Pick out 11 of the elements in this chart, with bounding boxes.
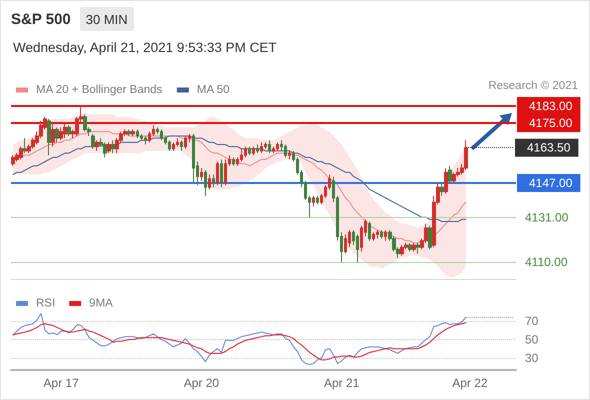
y-tick-label: 70 bbox=[525, 314, 539, 328]
y-tick-label: 30 bbox=[525, 350, 539, 365]
x-tick-label: Apr 20 bbox=[184, 376, 220, 390]
line-series bbox=[12, 313, 466, 365]
x-tick-label: Apr 21 bbox=[324, 376, 360, 390]
legend-label: 9MA bbox=[89, 298, 114, 310]
x-tick-label: Apr 22 bbox=[452, 376, 488, 390]
line-series bbox=[12, 322, 466, 360]
x-tick-label: Apr 17 bbox=[43, 376, 80, 390]
legend-label: RSI bbox=[36, 298, 56, 310]
y-tick-label: 50 bbox=[525, 332, 539, 346]
